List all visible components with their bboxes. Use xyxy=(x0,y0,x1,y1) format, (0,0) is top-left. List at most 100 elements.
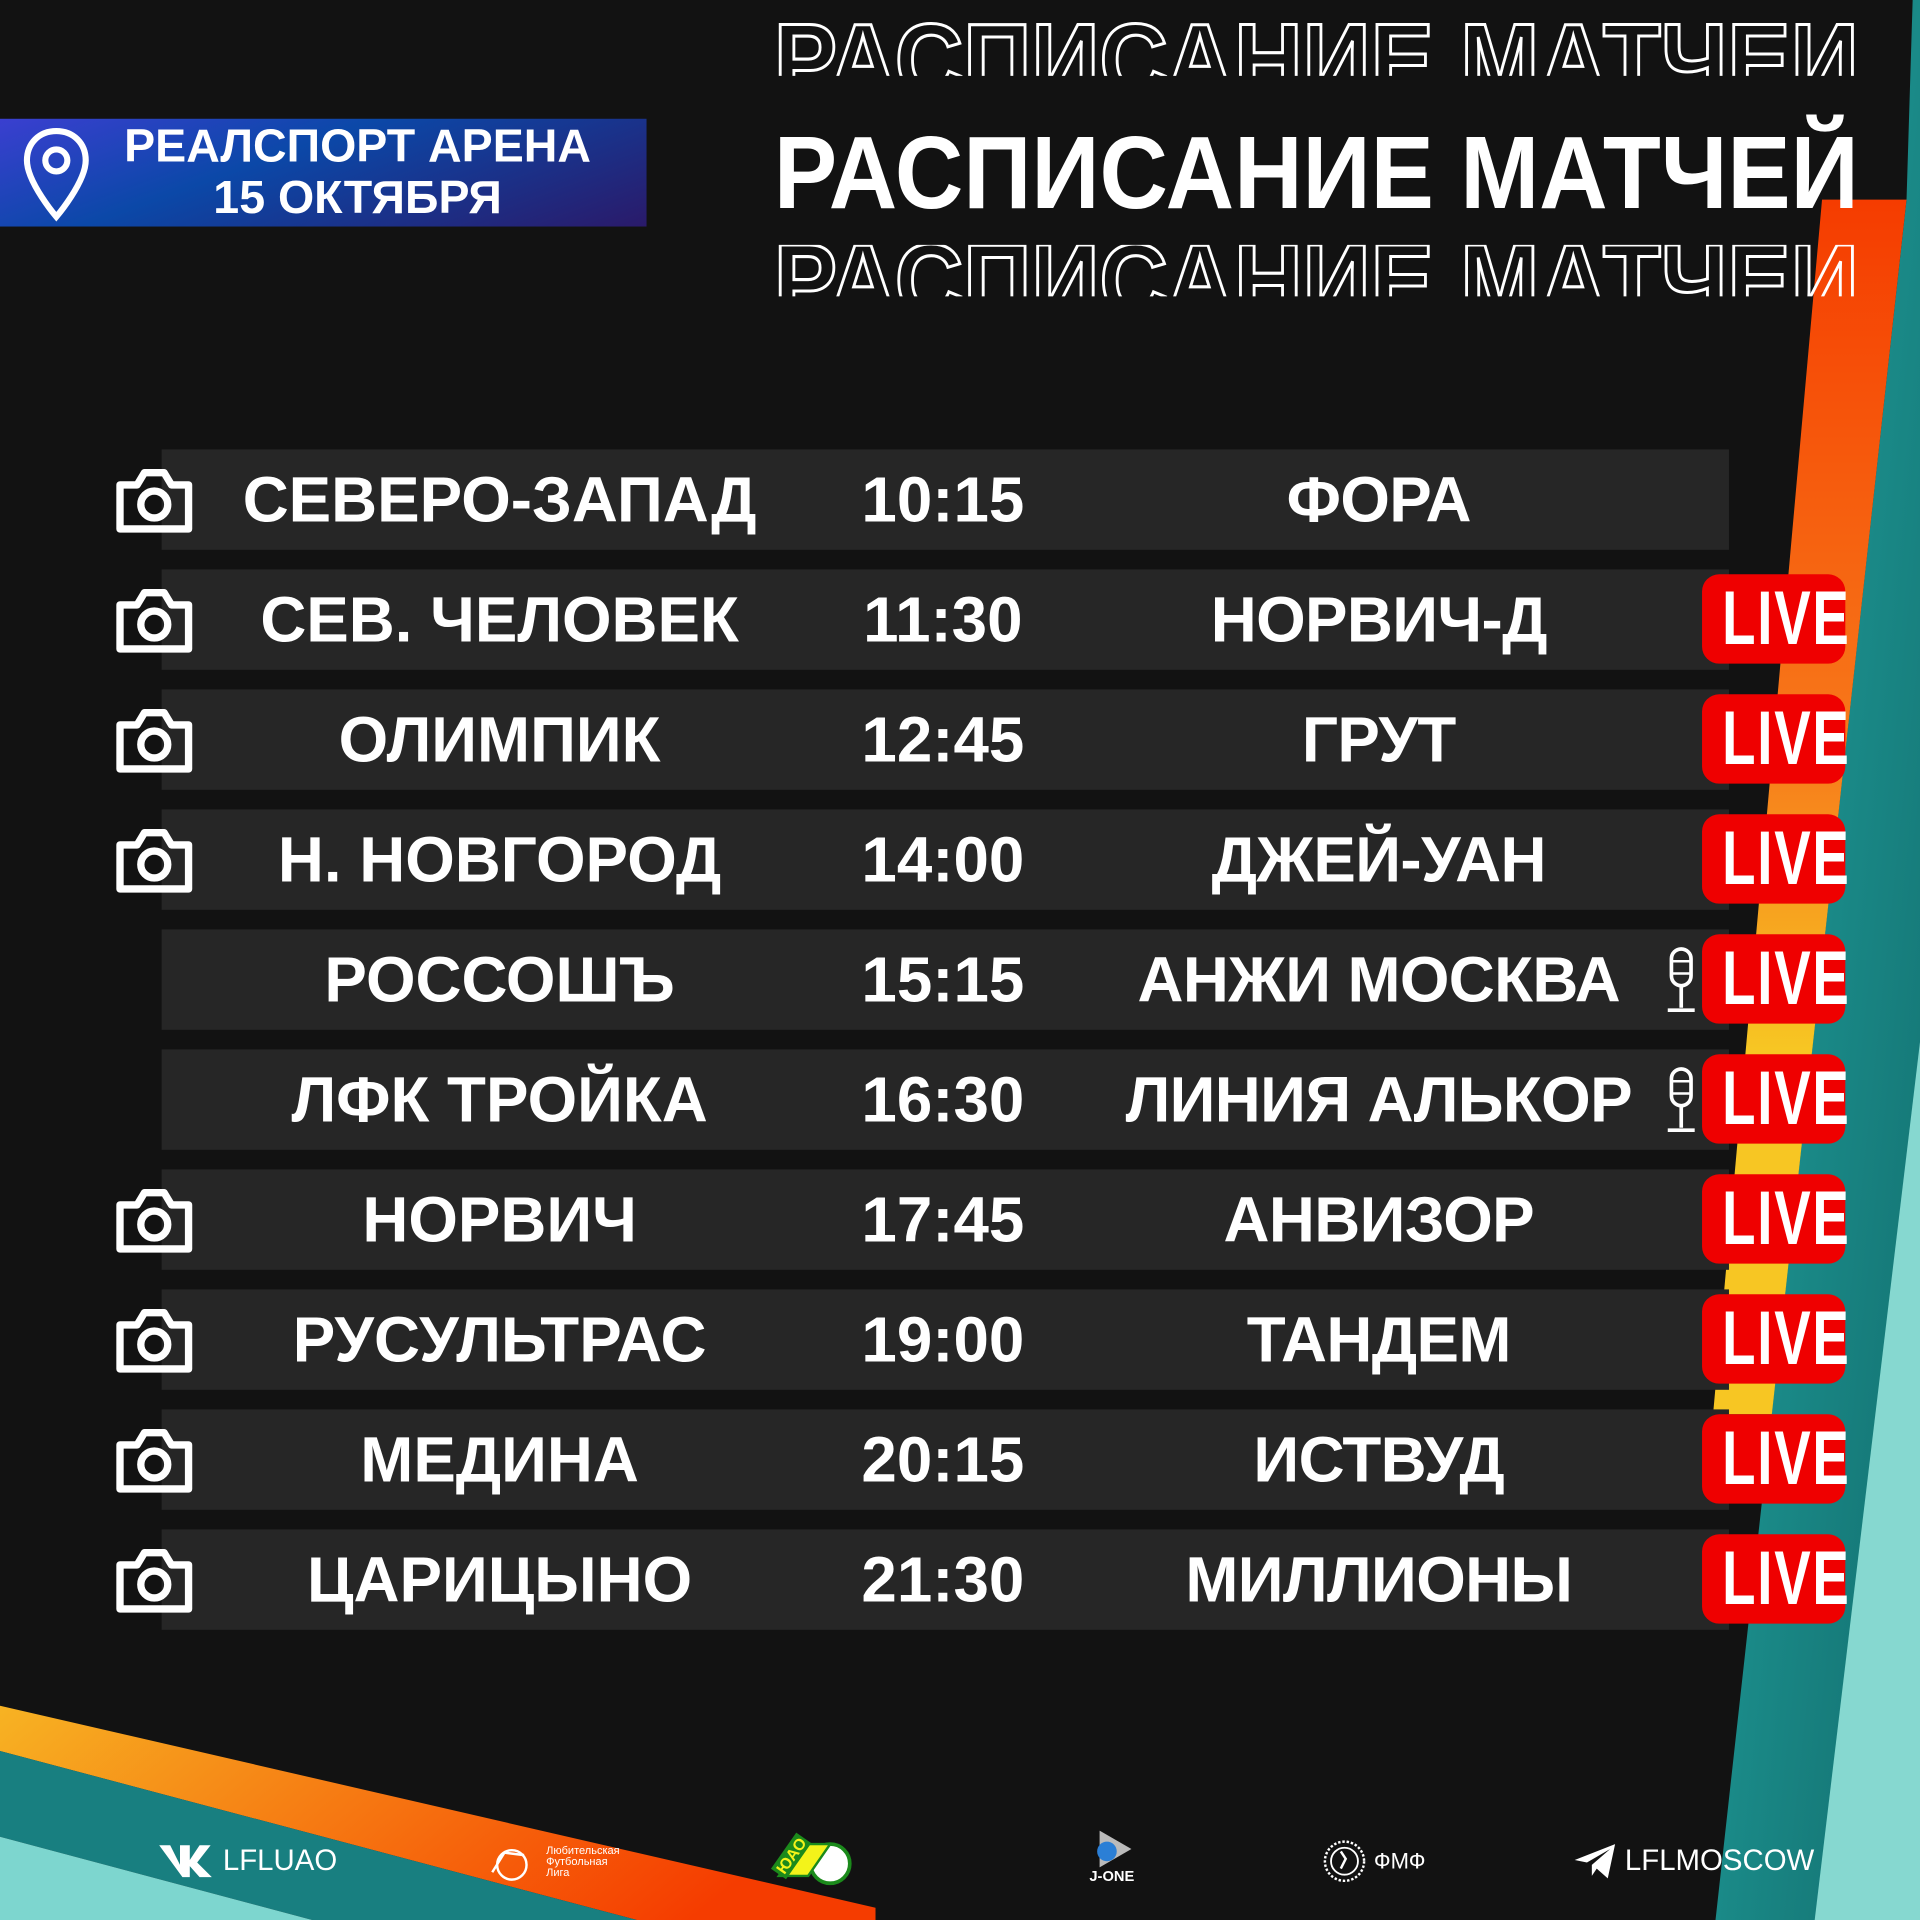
microphone-icon xyxy=(1665,1067,1697,1136)
match-row: Н. НОВГОРОД 14:00 ДЖЕЙ-УАН LIVE xyxy=(113,809,1852,910)
footer-jone-logo: J-ONE xyxy=(1087,1830,1136,1892)
match-row: ОЛИМПИК 12:45 ГРУТ LIVE xyxy=(113,689,1852,790)
live-badge[interactable]: LIVE xyxy=(1702,1414,1851,1504)
venue-name: РЕАЛСПОРТ АРЕНА xyxy=(124,121,591,173)
match-time: 15:15 xyxy=(861,945,1025,1017)
away-team: ФОРА xyxy=(1286,465,1472,537)
live-label: LIVE xyxy=(1722,1296,1851,1382)
match-row: ЛФК ТРОЙКА 16:30 ЛИНИЯ АЛЬКОР LIVE xyxy=(113,1049,1852,1150)
vk-icon xyxy=(159,1845,212,1878)
live-badge[interactable]: LIVE xyxy=(1702,814,1851,904)
live-label: LIVE xyxy=(1722,576,1851,662)
camera-icon[interactable] xyxy=(113,1418,196,1501)
yuao-logo: ЮАО xyxy=(770,1832,857,1891)
match-row: ЦАРИЦЫНО 21:30 МИЛЛИОНЫ LIVE xyxy=(113,1529,1852,1630)
row-background xyxy=(161,1529,1729,1630)
title-outline-bottom: РАСПИСАНИЕ МАТЧЕЙ xyxy=(774,223,1859,318)
camera-icon[interactable] xyxy=(113,1298,196,1381)
telegram-icon xyxy=(1574,1844,1616,1879)
row-background xyxy=(161,449,1729,550)
match-time: 17:45 xyxy=(861,1185,1025,1257)
jone-logo-icon xyxy=(1097,1830,1132,1868)
away-team: ТАНДЕМ xyxy=(1246,1305,1512,1377)
row-background xyxy=(161,1049,1729,1150)
match-time: 16:30 xyxy=(861,1065,1025,1137)
venue-banner: РЕАЛСПОРТ АРЕНА 15 ОКТЯБРЯ xyxy=(0,118,647,227)
match-time: 11:30 xyxy=(863,585,1023,657)
away-team: АНЖИ МОСКВА xyxy=(1137,945,1621,1017)
live-badge[interactable]: LIVE xyxy=(1702,694,1849,784)
camera-icon[interactable] xyxy=(113,1538,196,1621)
away-team: НОРВИЧ-Д xyxy=(1210,585,1548,657)
row-background xyxy=(161,929,1729,1030)
away-team: ДЖЕЙ-УАН xyxy=(1211,825,1547,897)
row-background xyxy=(161,569,1729,670)
home-team: МЕДИНА xyxy=(360,1425,639,1497)
row-background xyxy=(161,1289,1729,1390)
bottom-light-teal-stripe xyxy=(0,1836,313,1920)
live-badge[interactable]: LIVE xyxy=(1702,1534,1851,1624)
footer-vk-label: LFLUAO xyxy=(222,1844,338,1878)
camera-icon[interactable] xyxy=(113,578,196,661)
home-team: НОРВИЧ xyxy=(362,1185,637,1257)
camera-icon[interactable] xyxy=(113,698,196,781)
live-label: LIVE xyxy=(1722,816,1851,902)
live-label: LIVE xyxy=(1722,936,1851,1022)
home-team: ОЛИМПИК xyxy=(338,705,661,777)
away-team: ГРУТ xyxy=(1301,705,1456,777)
page-title: РАСПИСАНИЕ МАТЧЕЙ xyxy=(774,115,1859,230)
camera-icon[interactable] xyxy=(113,1178,196,1261)
jone-logo-text: J-ONE xyxy=(1089,1867,1135,1885)
footer-yuao-logo: ЮАО xyxy=(770,1831,857,1892)
title-block: РАСПИСАНИЕ МАТЧЕЙ РАСПИСАНИЕ МАТЧЕЙ РАСП… xyxy=(772,3,1860,318)
live-label: LIVE xyxy=(1722,1416,1851,1502)
map-pin-icon xyxy=(23,127,89,222)
match-time: 20:15 xyxy=(861,1425,1025,1497)
footer-fmf-logo: ФМФ xyxy=(1322,1831,1426,1892)
home-team: РУСУЛЬТРАС xyxy=(292,1305,707,1377)
match-time: 21:30 xyxy=(861,1545,1025,1617)
camera-icon[interactable] xyxy=(113,818,196,901)
match-time: 10:15 xyxy=(861,465,1025,537)
live-label: LIVE xyxy=(1722,1536,1851,1622)
home-team: СЕВ. ЧЕЛОВЕК xyxy=(260,585,739,657)
row-background xyxy=(161,1409,1729,1510)
live-label: LIVE xyxy=(1722,1056,1851,1142)
live-badge[interactable]: LIVE xyxy=(1702,1174,1851,1264)
footer-telegram-label: LFLMOSCOW xyxy=(1624,1844,1815,1878)
live-label: LIVE xyxy=(1722,1176,1851,1262)
match-row: РУСУЛЬТРАС 19:00 ТАНДЕМ LIVE xyxy=(113,1289,1852,1390)
fmf-logo-icon xyxy=(1323,1840,1366,1883)
home-team: СЕВЕРО-ЗАПАД xyxy=(242,465,757,537)
away-team: МИЛЛИОНЫ xyxy=(1185,1545,1573,1617)
row-background xyxy=(161,809,1729,910)
teal-stripe xyxy=(1715,0,1920,1920)
match-row: НОРВИЧ 17:45 АНВИЗОР LIVE xyxy=(113,1169,1852,1270)
league-logo-icon xyxy=(491,1848,528,1881)
away-team: ЛИНИЯ АЛЬКОР xyxy=(1125,1065,1633,1137)
footer-telegram[interactable]: LFLMOSCOW xyxy=(1573,1831,1814,1892)
match-row: РОССОШЪ 15:15 АНЖИ МОСКВА LIVE xyxy=(113,929,1852,1030)
home-team: ЦАРИЦЫНО xyxy=(307,1545,693,1617)
match-row: СЕВ. ЧЕЛОВЕК 11:30 НОРВИЧ-Д LIVE xyxy=(113,569,1852,670)
match-date: 15 ОКТЯБРЯ xyxy=(213,172,502,225)
camera-icon[interactable] xyxy=(113,458,196,541)
footer-vk[interactable]: LFLUAO xyxy=(157,1831,337,1892)
light-teal-stripe xyxy=(1814,1042,1920,1920)
live-badge[interactable]: LIVE xyxy=(1702,1294,1851,1384)
footer-league-logo: Любительская Футбольная Лига xyxy=(487,1831,620,1892)
away-team: ИСТВУД xyxy=(1253,1425,1505,1497)
row-background xyxy=(161,1169,1729,1270)
home-team: Н. НОВГОРОД xyxy=(277,825,722,897)
live-badge[interactable]: LIVE xyxy=(1702,574,1851,664)
match-row: МЕДИНА 20:15 ИСТВУД LIVE xyxy=(113,1409,1852,1510)
match-time: 19:00 xyxy=(861,1305,1025,1377)
league-logo-text: Любительская Футбольная Лига xyxy=(546,1843,620,1878)
match-time: 14:00 xyxy=(861,825,1025,897)
live-badge[interactable]: LIVE xyxy=(1702,1054,1851,1144)
home-team: ЛФК ТРОЙКА xyxy=(291,1065,708,1137)
match-row: СЕВЕРО-ЗАПАД 10:15 ФОРА xyxy=(113,449,1852,550)
title-outline-top: РАСПИСАНИЕ МАТЧЕЙ xyxy=(774,3,1859,118)
live-badge[interactable]: LIVE xyxy=(1702,934,1851,1024)
